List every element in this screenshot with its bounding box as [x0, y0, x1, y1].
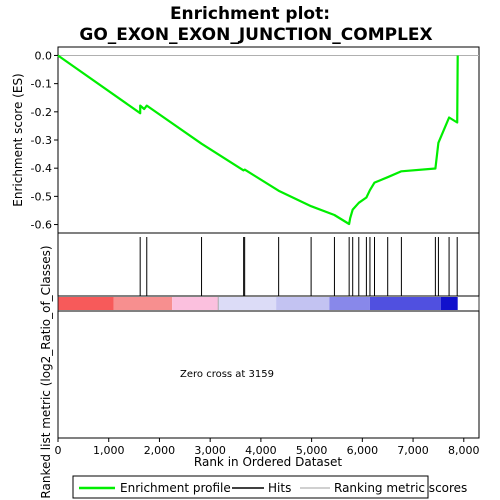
x-axis-ticks: 0 1,000 2,000 3,000 4,000 5,000 6,000 7,000 8,00…: [55, 438, 480, 457]
metric-band: [369, 297, 441, 310]
hit-marks: [139, 237, 458, 296]
ranking-metric-bar: [58, 297, 458, 438]
legend-hits-label: Hits: [268, 481, 291, 495]
hits-panel: [57, 232, 480, 297]
x-tick-label: 6,000: [347, 444, 379, 457]
metric-band: [113, 297, 173, 310]
y-tick-label: -0.3: [31, 134, 52, 147]
legend-metric-label: Ranking metric scores: [334, 481, 467, 495]
x-tick-label: 4,000: [245, 444, 277, 457]
x-tick-label: 3,000: [194, 444, 226, 457]
es-y-axis-label: Enrichment score (ES): [11, 73, 25, 206]
y-tick-label: 0.0: [35, 49, 53, 62]
y-tick-label: -0.4: [31, 162, 52, 175]
metric-panel: [57, 310, 480, 439]
x-tick-label: 7,000: [397, 444, 429, 457]
y-tick-label: -0.6: [31, 219, 52, 232]
x-tick-label: 1,000: [93, 444, 125, 457]
metric-y-axis-label: Ranked list metric (log2_Ratio_of_Classe…: [39, 245, 53, 498]
metric-band: [329, 297, 370, 310]
x-tick-label: 0: [55, 444, 62, 457]
y-tick-label: -0.5: [31, 190, 52, 203]
x-tick-label: 5,000: [296, 444, 328, 457]
chart-title-line1: Enrichment plot:: [170, 4, 330, 24]
enrichment-profile-line: [57, 54, 459, 226]
x-tick-label: 2,000: [144, 444, 176, 457]
es-y-axis-ticks: 0.0 -0.1 -0.2 -0.3 -0.4 -0.5 -0.6: [31, 49, 58, 232]
legend: Enrichment profile Hits Ranking metric s…: [72, 475, 467, 499]
y-tick-label: -0.1: [31, 78, 52, 91]
chart-title-line2: GO_EXON_EXON_JUNCTION_COMPLEX: [79, 25, 432, 45]
metric-band: [172, 297, 219, 310]
metric-band: [218, 297, 277, 310]
y-tick-label: -0.2: [31, 106, 52, 119]
legend-box: [72, 475, 429, 499]
es-panel: [57, 46, 480, 234]
legend-enrichment-label: Enrichment profile: [120, 481, 231, 495]
metric-band: [440, 297, 458, 310]
metric-band: [276, 297, 330, 310]
x-tick-label: 8,000: [448, 444, 480, 457]
x-axis-label: Rank in Ordered Dataset: [194, 455, 342, 469]
zero-cross-annotation: Zero cross at 3159: [180, 369, 274, 380]
metric-band: [58, 297, 114, 310]
